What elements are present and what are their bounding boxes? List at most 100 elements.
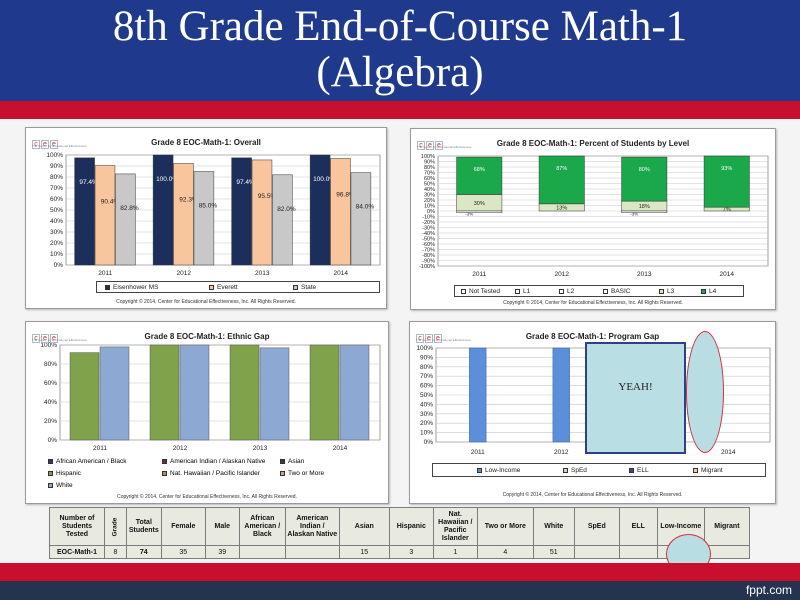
bar-everett xyxy=(173,163,194,266)
legend-item-hispanic: Hispanic xyxy=(48,470,81,477)
data-label: 87% xyxy=(556,166,567,172)
y-tick-label: -30% xyxy=(422,226,435,232)
logo-tagline: The Center for Educational Effectiveness xyxy=(417,145,472,149)
table-cell: 39 xyxy=(204,545,240,559)
legend-item-l4: L4 xyxy=(701,288,716,295)
y-tick-label: 0% xyxy=(424,439,434,446)
footer-brand: fppt.com xyxy=(745,583,792,597)
logo-letter-c: c xyxy=(416,334,424,343)
legend-swatch xyxy=(693,467,698,473)
bar-l4 xyxy=(538,155,585,205)
legend-swatch xyxy=(162,458,167,464)
y-tick-label: 30% xyxy=(420,411,433,418)
y-tick-label: 50% xyxy=(50,207,63,214)
legend-label: Asian xyxy=(288,458,305,465)
bar-l4 xyxy=(621,156,668,202)
logo-tagline: The Center for Educational Effectiveness xyxy=(32,338,87,342)
y-tick-label: 90% xyxy=(50,163,63,170)
table-header-grade: Grade xyxy=(111,517,119,536)
y-tick-label: 60% xyxy=(44,380,57,387)
level-chart-legend: Not Tested L1 L2 BASIC L3 L4 xyxy=(454,285,744,297)
legend-swatch xyxy=(209,284,214,290)
y-tick-label: 70% xyxy=(50,185,63,192)
top-red-stripe xyxy=(0,101,800,119)
copyright-note: Copyright © 2014, Center for Educational… xyxy=(116,299,296,305)
bar-l4 xyxy=(456,156,503,195)
bar-eisenhower-ms xyxy=(231,157,252,266)
y-tick-label: -50% xyxy=(422,237,435,243)
data-label: 68% xyxy=(474,167,485,173)
legend-swatch xyxy=(48,458,53,464)
legend-label: Nat. Hawaiian / Pacific Islander xyxy=(170,470,260,477)
y-tick-label: 20% xyxy=(424,198,435,204)
legend-item-not-tested: Not Tested xyxy=(461,288,500,295)
data-label: 82.0% xyxy=(277,206,296,213)
logo-letter-c: c xyxy=(417,141,425,150)
legend-label: Two or More xyxy=(288,470,325,477)
logo-letter-e1: e xyxy=(41,140,49,149)
data-label: -3% xyxy=(630,212,638,217)
logo-tagline: The Center for Educational Effectiveness xyxy=(416,338,471,342)
slide-title: 8th Grade End-of-Course Math-1 (Algebra) xyxy=(0,4,800,96)
data-label: 13% xyxy=(556,205,567,211)
legend-label: L2 xyxy=(567,288,575,295)
y-tick-label: 100% xyxy=(40,342,57,349)
overall-chart-panel: 0% 10% 20% 30% 40% 50% 60% 70% 80% 90% 100% 2011 201… xyxy=(25,127,387,309)
logo-letter-e1: e xyxy=(426,141,434,150)
bar-eisenhower-ms xyxy=(152,154,174,266)
program-gap-chart-legend: Low-Income SpEd ELL Migrant xyxy=(432,463,766,477)
bar-white xyxy=(259,347,290,441)
bar-low-income xyxy=(552,347,570,443)
table-cell xyxy=(238,545,286,559)
data-label: 30% xyxy=(474,201,485,207)
table-cell: 1 xyxy=(432,545,478,559)
bar-everett xyxy=(251,159,273,266)
table-cell xyxy=(618,545,658,559)
y-tick-label: 80% xyxy=(420,364,433,371)
y-tick-label: 0% xyxy=(54,262,64,269)
data-label: 18% xyxy=(639,204,650,210)
legend-swatch xyxy=(280,458,285,464)
table-cell xyxy=(703,545,751,559)
legend-item-migrant: Migrant xyxy=(693,467,723,474)
y-tick-label: 40% xyxy=(44,399,57,406)
bar-state xyxy=(272,174,293,266)
data-label: 93% xyxy=(721,166,732,172)
level-chart: -100%-90%-80%-70%-60%-50%-40%-30%-20%-10… xyxy=(419,154,769,278)
legend-label: White xyxy=(56,482,73,489)
y-tick-label: -10% xyxy=(422,215,435,221)
y-tick-label: 0% xyxy=(427,209,435,215)
y-tick-label: 10% xyxy=(424,204,435,210)
y-tick-label: 0% xyxy=(48,437,58,444)
data-label: 7% xyxy=(723,207,731,213)
y-tick-label: 90% xyxy=(424,160,435,166)
legend-swatch xyxy=(48,470,53,476)
table-cell: 51 xyxy=(532,545,575,559)
y-tick-label: 30% xyxy=(50,229,63,236)
legend-swatch xyxy=(559,288,564,294)
table-header: SpEd xyxy=(573,507,620,546)
legend-swatch xyxy=(48,482,53,488)
legend-swatch xyxy=(293,284,298,290)
slide-title-line-2: (Algebra) xyxy=(316,49,484,96)
program-gap-chart-title: Grade 8 EOC-Math-1: Program Gap xyxy=(525,332,660,341)
table-header: Asian xyxy=(338,507,390,546)
table-cell: 3 xyxy=(388,545,434,559)
legend-item-american-indian: American Indian / Alaskan Native xyxy=(162,458,265,465)
y-tick-label: -90% xyxy=(422,259,435,265)
bar-state xyxy=(115,173,136,266)
data-label: 96.8% xyxy=(336,192,355,199)
y-tick-label: -80% xyxy=(422,253,435,259)
bar-hispanic xyxy=(309,344,340,441)
bar-l4 xyxy=(703,155,750,208)
student-count-table: Number of Students Tested Grade Total St… xyxy=(49,507,751,559)
x-tick-label: 2011 xyxy=(98,270,112,277)
logo-letter-e1: e xyxy=(41,334,49,343)
table-header: ELL xyxy=(618,507,658,546)
bar-white xyxy=(339,344,370,441)
legend-item-white: White xyxy=(48,482,73,489)
overall-chart: 0% 10% 20% 30% 40% 50% 60% 70% 80% 90% 100% 2011 201… xyxy=(46,152,381,277)
y-tick-label: -40% xyxy=(422,231,435,237)
y-tick-label: 40% xyxy=(50,218,63,225)
